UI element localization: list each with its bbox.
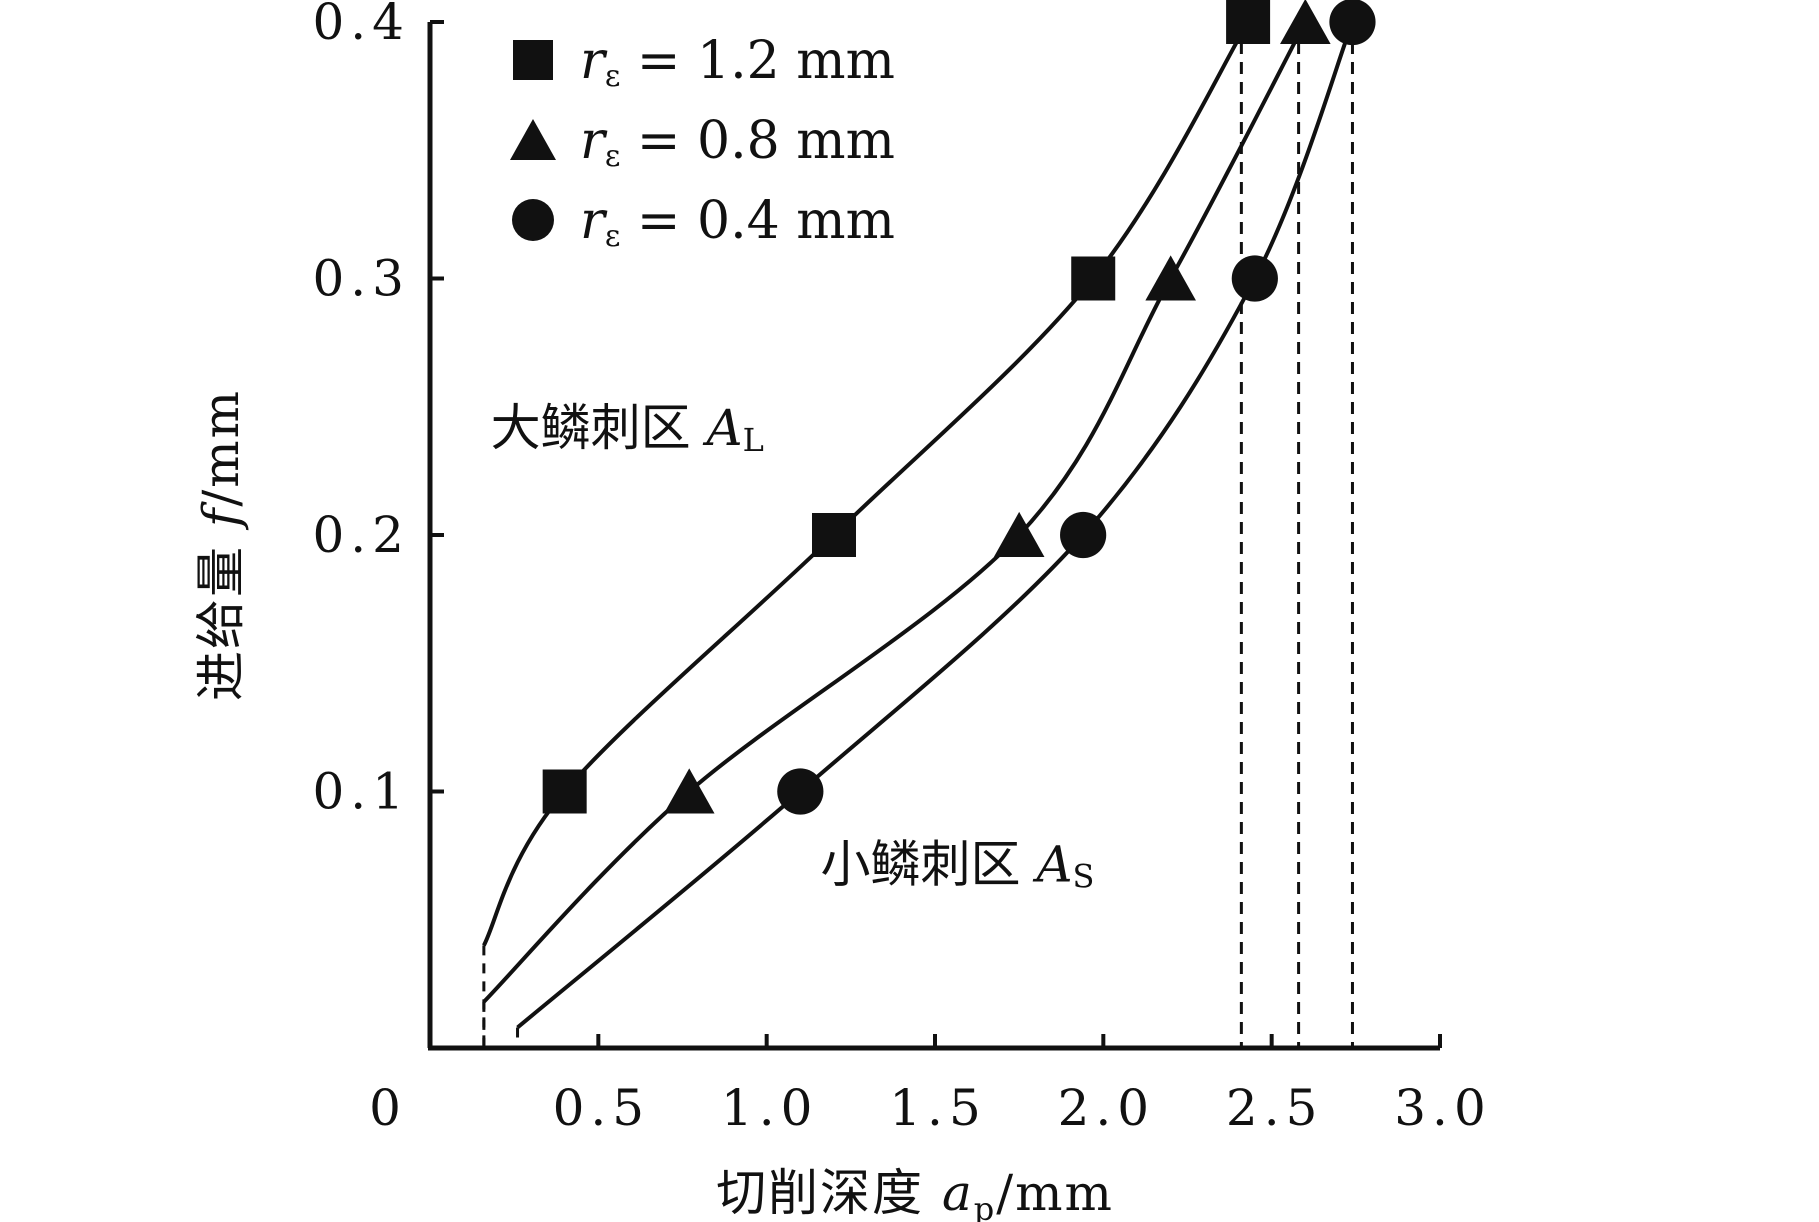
legend-symbol: r — [580, 191, 608, 251]
legend-symbol: r — [580, 111, 608, 171]
y-tick-label: 0.3 — [312, 250, 410, 308]
region-label-1: 大鳞刺区 AL — [491, 399, 764, 459]
y-tick-label: 0.4 — [312, 0, 410, 51]
marker-square — [1226, 0, 1271, 44]
x-axis-title-prefix: 切削深度 — [716, 1164, 942, 1222]
y-axis-title: 进给量 f/mm — [192, 389, 250, 701]
legend-text: = 0.8 mm — [620, 111, 894, 171]
marker-circle — [777, 768, 824, 815]
x-axis-title: 切削深度 ap/mm — [716, 1164, 1114, 1222]
y-axis-title-prefix: 进给量 — [192, 527, 250, 701]
region-label-subscript: L — [743, 421, 764, 459]
marker-circle — [1231, 255, 1278, 302]
legend-label: rε = 0.8 mm — [580, 111, 895, 174]
x-axis-title-subscript: p — [974, 1190, 996, 1222]
marker-square — [542, 769, 587, 814]
marker-circle — [1329, 0, 1376, 46]
region-label-text: 小鳞刺区 — [821, 835, 1037, 893]
legend-label: rε = 0.4 mm — [580, 191, 895, 254]
x-tick-label: 2.0 — [1058, 1079, 1156, 1137]
x-tick-label: 1.5 — [889, 1079, 987, 1137]
region-label-symbol: A — [703, 399, 743, 457]
x-tick-label: 2.5 — [1226, 1079, 1324, 1137]
y-tick-label: 0.1 — [312, 763, 410, 821]
marker-circle — [1060, 511, 1107, 559]
legend-subscript: ε — [605, 139, 621, 174]
region-label-symbol: A — [1032, 835, 1072, 893]
legend-text: = 1.2 mm — [620, 31, 894, 91]
marker-triangle — [993, 511, 1045, 557]
legend-subscript: ε — [605, 59, 621, 94]
origin-label: 0 — [369, 1079, 407, 1137]
marker-square — [812, 513, 856, 557]
tick-labels: 0.5 1.0 1.5 2.0 2.5 3.0 0.1 0.2 0.3 0.4 — [312, 0, 1492, 1137]
x-tick-label: 0.5 — [553, 1079, 651, 1137]
ticks — [430, 20, 1442, 1048]
y-axis-title-unit: /mm — [192, 389, 250, 507]
marker-triangle — [510, 119, 556, 160]
legend-label: rε = 1.2 mm — [580, 31, 895, 94]
marker-triangle — [663, 768, 715, 814]
region-label-2: 小鳞刺区 AS — [821, 835, 1095, 895]
axes — [427, 22, 1440, 1051]
marker-circle — [512, 199, 554, 241]
series-line-3 — [516, 21, 1355, 1030]
dash-lines — [482, 22, 1354, 1048]
marker-square — [1071, 256, 1116, 301]
legend-symbol: r — [580, 31, 608, 91]
region-label-text: 大鳞刺区 — [491, 399, 707, 457]
marker-triangle — [1280, 0, 1331, 44]
x-axis-title-unit: /mm — [996, 1164, 1114, 1222]
region-label-subscript: S — [1073, 857, 1095, 895]
legend-text: = 0.4 mm — [620, 191, 894, 251]
legend-subscript: ε — [605, 219, 621, 254]
x-tick-label: 1.0 — [721, 1079, 819, 1137]
marker-triangle — [1145, 255, 1196, 301]
y-tick-label: 0.2 — [312, 506, 410, 564]
markers — [542, 0, 1376, 815]
x-tick-label: 3.0 — [1394, 1079, 1492, 1137]
x-axis-title-symbol: a — [942, 1164, 974, 1222]
marker-square — [513, 40, 553, 80]
